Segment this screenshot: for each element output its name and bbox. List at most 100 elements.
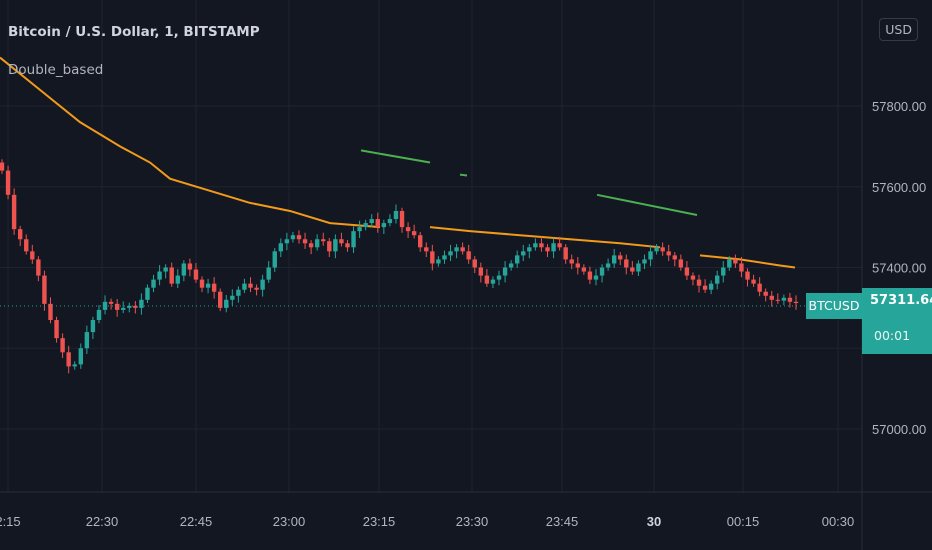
candle-body — [60, 338, 65, 353]
candle-body — [157, 271, 162, 280]
candle-body — [569, 259, 574, 264]
candle-body — [260, 279, 265, 290]
last-price-tag: 57311.64 00:01 — [862, 288, 932, 354]
candle-body — [121, 307, 126, 310]
candle-body — [314, 239, 320, 248]
candle-body — [611, 255, 617, 264]
candle-body — [593, 275, 599, 280]
candle-body — [205, 283, 211, 288]
candle-body — [636, 263, 641, 272]
candlesticks — [0, 159, 799, 374]
candle-body — [187, 263, 193, 270]
candle-body — [375, 219, 380, 228]
candle-body — [333, 239, 338, 252]
candle-body — [151, 279, 156, 288]
candle-body — [114, 303, 120, 310]
chart-title: Bitcoin / U.S. Dollar, 1, BITSTAMP — [8, 24, 260, 40]
candle-body — [308, 243, 314, 248]
candle-body — [769, 295, 774, 300]
candle-body — [508, 263, 514, 268]
candle-body — [193, 269, 199, 280]
candle-body — [127, 305, 132, 308]
indicator-segment — [596, 193, 698, 216]
time-axis-label: 00:15 — [727, 514, 760, 529]
price-axis-label: 57800.00 — [872, 99, 926, 114]
candle-body — [169, 267, 174, 284]
candle-body — [199, 279, 205, 288]
candle-body — [575, 263, 581, 268]
price-axis-label: 57600.00 — [872, 180, 926, 195]
candle-body — [321, 239, 326, 242]
candle-body — [472, 259, 477, 268]
candle-body — [781, 297, 787, 301]
candle-body — [381, 223, 387, 228]
candle-body — [581, 267, 587, 272]
time-axis-label: 22:30 — [86, 514, 119, 529]
candle-body — [715, 275, 720, 284]
candle-body — [5, 170, 11, 195]
candle-body — [266, 267, 271, 280]
candle-body — [272, 251, 277, 268]
candle-body — [387, 219, 393, 224]
candle-body — [745, 271, 750, 280]
time-axis-label: 2:15 — [0, 514, 21, 529]
indicator-segment — [360, 149, 431, 164]
candle-body — [642, 259, 647, 264]
candle-body — [527, 247, 532, 252]
candle-body — [430, 251, 435, 264]
time-axis-label: 00:30 — [822, 514, 855, 529]
time-axis-label: 23:30 — [456, 514, 489, 529]
time-axis-label: 22:45 — [180, 514, 213, 529]
candle-body — [399, 210, 405, 228]
candle-body — [230, 295, 235, 300]
candle-body — [539, 243, 544, 248]
currency-button[interactable]: USD — [879, 18, 918, 41]
candle-body — [181, 263, 187, 276]
candle-body — [284, 239, 290, 244]
candle-body — [787, 297, 793, 302]
candle-body — [211, 283, 217, 292]
moving-average-line — [429, 226, 661, 249]
candle-body — [30, 251, 35, 260]
candle-body — [424, 247, 429, 252]
candle-body — [557, 243, 562, 248]
moving-average-line — [699, 254, 796, 269]
time-axis-label: 30 — [647, 514, 661, 529]
candle-body — [296, 235, 302, 240]
candle-body — [242, 283, 247, 290]
candle-body — [163, 267, 168, 272]
candle-body — [302, 239, 308, 244]
candle-body — [684, 267, 690, 276]
candle-body — [533, 243, 538, 248]
candle-body — [48, 303, 53, 320]
candle-body — [605, 263, 611, 268]
candle-body — [145, 287, 150, 300]
last-price-value: 57311.64 — [870, 293, 932, 308]
time-axis-labels: 2:15 22:30 22:45 23:00 23:15 23:30 23:45 30 00:1… — [0, 514, 854, 529]
candle-body — [24, 239, 29, 252]
candle-body — [133, 305, 138, 308]
price-axis-labels: 57800.00 57600.00 57400.00 57000.00 — [872, 99, 926, 437]
candle-body — [236, 289, 241, 296]
candle-body — [224, 299, 229, 308]
candle-body — [660, 247, 665, 252]
candle-body — [290, 235, 296, 240]
candle-body — [108, 301, 114, 304]
candle-body — [405, 227, 411, 232]
candle-body — [775, 299, 781, 301]
candle-body — [254, 287, 259, 290]
candle-body — [248, 283, 253, 288]
candle-body — [587, 271, 593, 280]
candle-body — [672, 255, 677, 260]
candle-body — [666, 251, 671, 256]
candle-body — [454, 247, 459, 252]
candle-body — [648, 251, 653, 260]
indicator-label[interactable]: Double_based — [8, 62, 104, 78]
candle-body — [11, 194, 17, 230]
candle-body — [339, 239, 344, 244]
time-axis-label: 23:45 — [546, 514, 579, 529]
time-axis-label: 23:15 — [363, 514, 396, 529]
candle-body — [327, 241, 332, 252]
candle-body — [418, 235, 423, 248]
